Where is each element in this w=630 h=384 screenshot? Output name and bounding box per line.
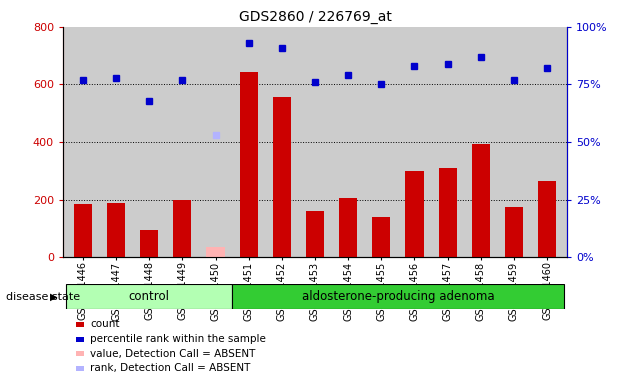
Text: disease state: disease state	[6, 291, 81, 302]
Bar	[273, 98, 291, 257]
Bar	[239, 71, 258, 257]
Bar	[140, 230, 158, 257]
Bar	[74, 204, 92, 257]
Bar	[472, 144, 490, 257]
Bar	[76, 351, 84, 356]
Bar	[372, 217, 391, 257]
Text: rank, Detection Call = ABSENT: rank, Detection Call = ABSENT	[90, 363, 251, 373]
Bar	[76, 322, 84, 327]
Bar	[306, 211, 324, 257]
Bar	[107, 203, 125, 257]
Bar	[207, 247, 225, 257]
Text: aldosterone-producing adenoma: aldosterone-producing adenoma	[302, 290, 494, 303]
Text: count: count	[90, 319, 120, 329]
Text: control: control	[129, 290, 169, 303]
Bar	[76, 336, 84, 342]
Bar	[76, 366, 84, 371]
Bar	[66, 284, 232, 309]
Text: percentile rank within the sample: percentile rank within the sample	[90, 334, 266, 344]
Bar	[405, 171, 423, 257]
Bar	[505, 207, 523, 257]
Title: GDS2860 / 226769_at: GDS2860 / 226769_at	[239, 10, 391, 25]
Bar	[339, 198, 357, 257]
Bar	[538, 181, 556, 257]
Text: ▶: ▶	[50, 291, 57, 302]
Text: value, Detection Call = ABSENT: value, Detection Call = ABSENT	[90, 349, 256, 359]
Bar	[173, 200, 192, 257]
Bar	[438, 168, 457, 257]
Bar	[232, 284, 564, 309]
